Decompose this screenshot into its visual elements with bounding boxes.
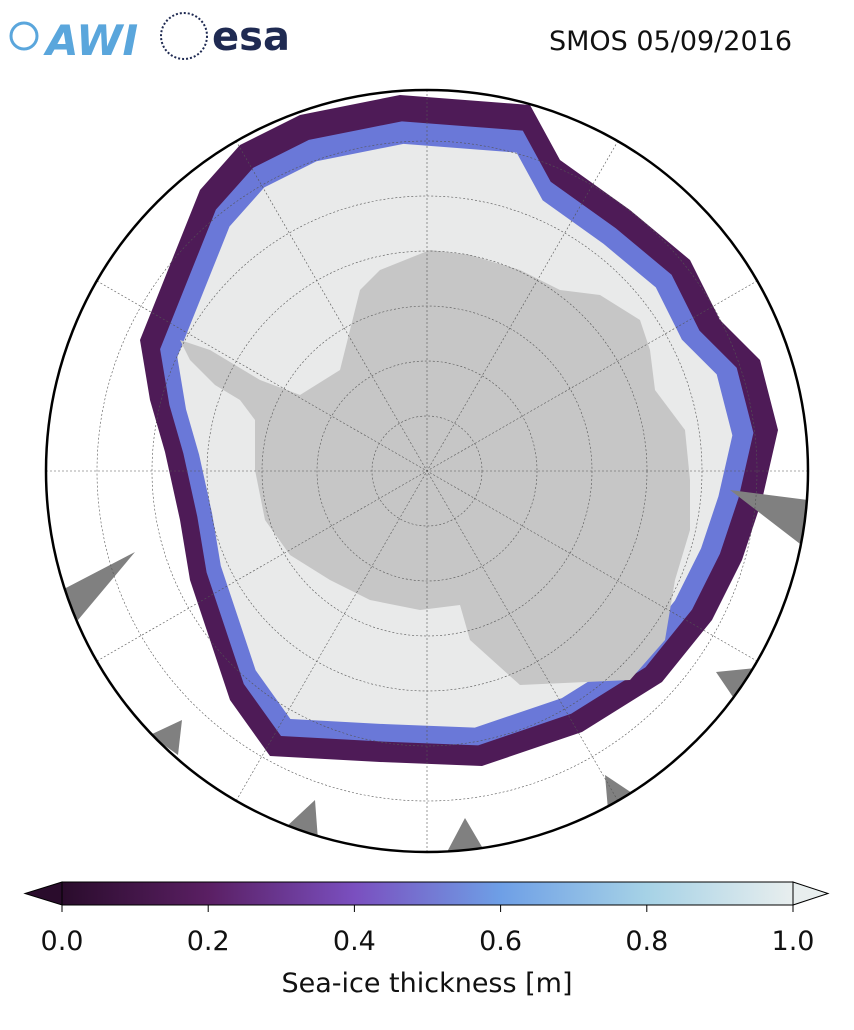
map <box>46 90 808 852</box>
antarctica <box>180 250 690 685</box>
colorbar-tick-label: 0.6 <box>479 926 522 957</box>
map-frame <box>44 88 810 854</box>
esa-icon <box>160 12 208 60</box>
colorbar-body <box>61 881 794 906</box>
colorbar-tick-label: 0.8 <box>625 926 668 957</box>
colorbar-tick-label: 0.4 <box>333 926 376 957</box>
title: SMOS 05/09/2016 <box>549 26 792 57</box>
awi-logo: AWI <box>43 16 138 65</box>
logos: AWI esa <box>9 12 290 65</box>
colorbar: 0.0 0.2 0.4 0.6 0.8 1.0 <box>23 881 830 957</box>
esa-logo: esa <box>212 14 290 60</box>
graticule <box>46 90 808 852</box>
awi-icon <box>9 21 39 51</box>
colorbar-tick-label: 1.0 <box>772 926 815 957</box>
colorbar-extend-high <box>792 881 830 906</box>
colorbar-tick-label: 0.2 <box>187 926 230 957</box>
colorbar-label: Sea-ice thickness [m] <box>281 968 572 999</box>
colorbar-extend-low <box>23 881 63 906</box>
colorbar-tick-label: 0.0 <box>41 926 84 957</box>
